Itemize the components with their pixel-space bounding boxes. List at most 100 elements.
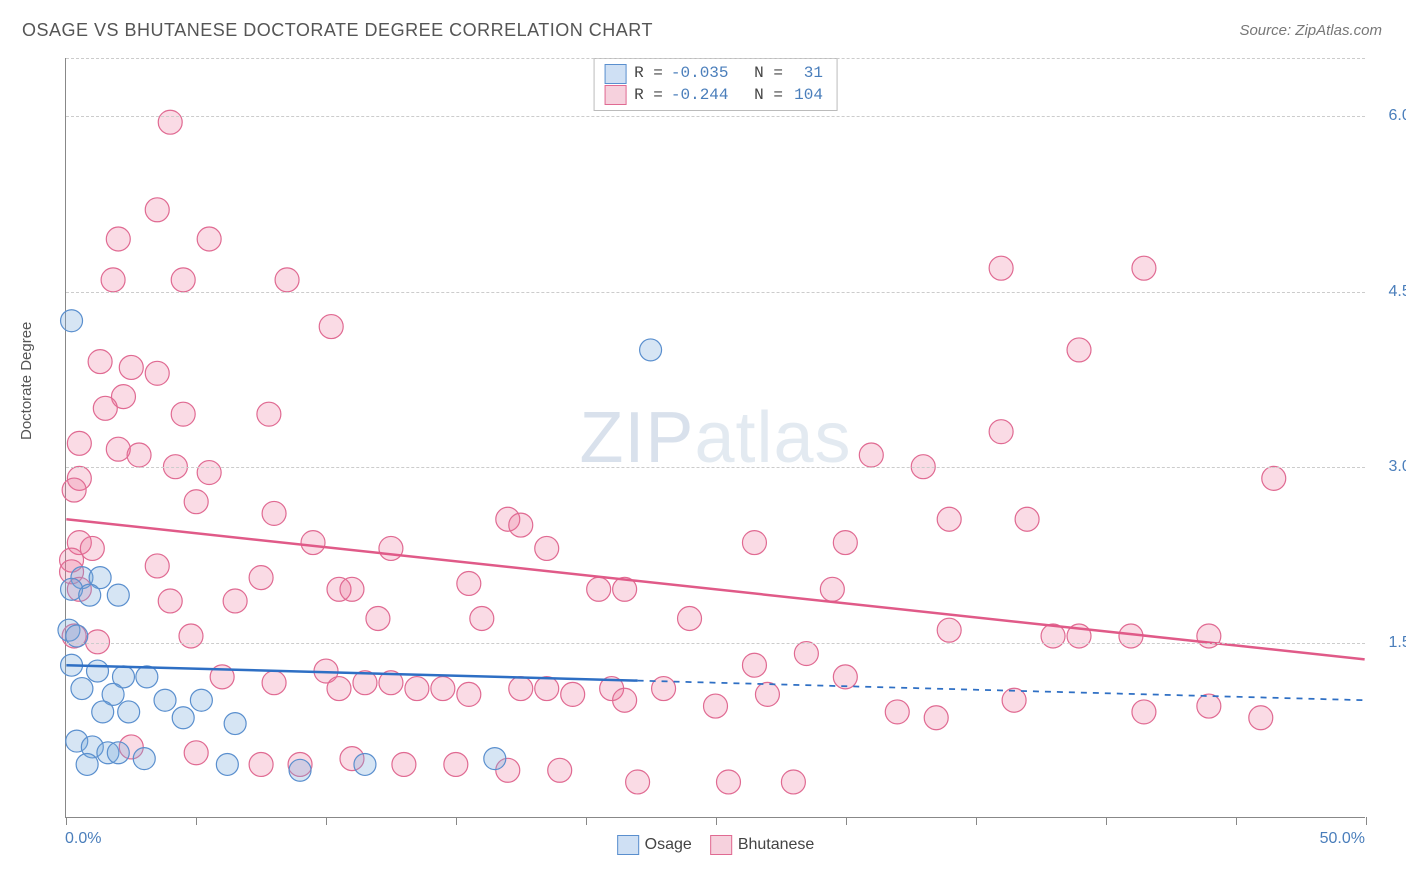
bhutanese-point xyxy=(262,501,286,525)
gridline-h xyxy=(66,643,1365,644)
bhutanese-point xyxy=(794,642,818,666)
legend-swatch-bhutanese xyxy=(710,835,732,855)
osage-point xyxy=(71,678,93,700)
osage-point xyxy=(107,584,129,606)
osage-point xyxy=(172,707,194,729)
y-tick-label: 6.0% xyxy=(1389,107,1406,125)
bhutanese-point xyxy=(106,437,130,461)
bhutanese-point xyxy=(470,607,494,631)
bhutanese-point xyxy=(249,566,273,590)
bhutanese-point xyxy=(652,677,676,701)
bhutanese-point xyxy=(223,589,247,613)
bhutanese-point xyxy=(716,770,740,794)
x-tick xyxy=(1366,817,1367,825)
bhutanese-point xyxy=(145,554,169,578)
x-axis-min-label: 0.0% xyxy=(65,830,101,848)
x-tick xyxy=(586,817,587,825)
bhutanese-point xyxy=(1262,466,1286,490)
x-tick xyxy=(326,817,327,825)
bhutanese-point xyxy=(742,653,766,677)
osage-point xyxy=(133,748,155,770)
bhutanese-point xyxy=(249,752,273,776)
bhutanese-point xyxy=(405,677,429,701)
osage-point xyxy=(107,742,129,764)
bhutanese-point xyxy=(197,461,221,485)
gridline-h-top xyxy=(66,58,1365,59)
bhutanese-point xyxy=(67,431,91,455)
bhutanese-point xyxy=(171,402,195,426)
gridline-h xyxy=(66,467,1365,468)
series-legend: Osage Bhutanese xyxy=(617,835,815,855)
bhutanese-point xyxy=(742,531,766,555)
x-tick xyxy=(976,817,977,825)
bhutanese-point xyxy=(1249,706,1273,730)
bhutanese-point xyxy=(989,256,1013,280)
bhutanese-point xyxy=(301,531,325,555)
bhutanese-point xyxy=(509,677,533,701)
bhutanese-point xyxy=(62,478,86,502)
y-tick-label: 1.5% xyxy=(1389,634,1406,652)
osage-point xyxy=(354,753,376,775)
bhutanese-point xyxy=(93,396,117,420)
bhutanese-point xyxy=(1197,694,1221,718)
x-tick xyxy=(196,817,197,825)
osage-point xyxy=(118,701,140,723)
legend-label-osage: Osage xyxy=(645,836,692,854)
bhutanese-point xyxy=(924,706,948,730)
y-tick-label: 3.0% xyxy=(1389,458,1406,476)
bhutanese-point xyxy=(561,682,585,706)
osage-point xyxy=(61,310,83,332)
chart-title: OSAGE VS BHUTANESE DOCTORATE DEGREE CORR… xyxy=(22,20,653,41)
bhutanese-point xyxy=(820,577,844,601)
bhutanese-point xyxy=(145,361,169,385)
bhutanese-point xyxy=(340,577,364,601)
bhutanese-point xyxy=(379,536,403,560)
bhutanese-point xyxy=(184,741,208,765)
bhutanese-point xyxy=(80,536,104,560)
bhutanese-point xyxy=(755,682,779,706)
bhutanese-point xyxy=(257,402,281,426)
bhutanese-point xyxy=(262,671,286,695)
x-tick xyxy=(846,817,847,825)
bhutanese-point xyxy=(781,770,805,794)
osage-regression-dashed xyxy=(638,681,1365,701)
bhutanese-point xyxy=(197,227,221,251)
osage-point xyxy=(154,689,176,711)
x-tick xyxy=(1236,817,1237,825)
bhutanese-point xyxy=(275,268,299,292)
y-tick-label: 4.5% xyxy=(1389,283,1406,301)
osage-point xyxy=(76,753,98,775)
osage-point xyxy=(92,701,114,723)
bhutanese-point xyxy=(509,513,533,537)
bhutanese-point xyxy=(989,420,1013,444)
bhutanese-point xyxy=(535,677,559,701)
osage-point xyxy=(136,666,158,688)
bhutanese-point xyxy=(613,688,637,712)
bhutanese-point xyxy=(171,268,195,292)
bhutanese-point xyxy=(88,350,112,374)
gridline-h xyxy=(66,116,1365,117)
bhutanese-point xyxy=(444,752,468,776)
bhutanese-point xyxy=(535,536,559,560)
bhutanese-point xyxy=(587,577,611,601)
legend-label-bhutanese: Bhutanese xyxy=(738,836,815,854)
bhutanese-point xyxy=(184,490,208,514)
bhutanese-point xyxy=(1067,338,1091,362)
bhutanese-point xyxy=(179,624,203,648)
gridline-h xyxy=(66,292,1365,293)
bhutanese-point xyxy=(392,752,416,776)
bhutanese-point xyxy=(859,443,883,467)
x-tick xyxy=(1106,817,1107,825)
bhutanese-point xyxy=(457,571,481,595)
osage-point xyxy=(224,713,246,735)
bhutanese-point xyxy=(1132,256,1156,280)
bhutanese-point xyxy=(158,110,182,134)
bhutanese-point xyxy=(431,677,455,701)
plot-area: ZIPatlas R = -0.035 N = 31 R = -0.244 N … xyxy=(65,58,1365,818)
bhutanese-point xyxy=(319,315,343,339)
bhutanese-point xyxy=(1132,700,1156,724)
osage-point xyxy=(79,584,101,606)
bhutanese-point xyxy=(327,677,351,701)
y-axis-title: Doctorate Degree xyxy=(18,322,35,440)
osage-point xyxy=(289,759,311,781)
